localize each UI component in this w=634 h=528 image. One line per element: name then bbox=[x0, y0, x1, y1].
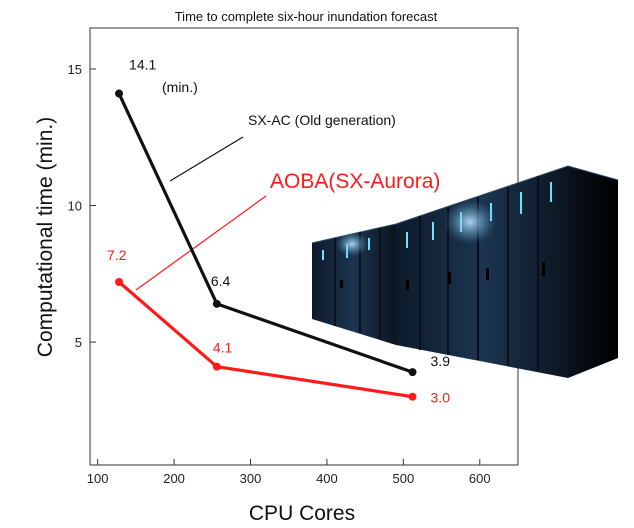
aoba-point bbox=[115, 278, 124, 287]
sx-ac-data-label: 14.1 bbox=[129, 57, 156, 73]
aoba-data-label: 3.0 bbox=[431, 390, 451, 406]
aoba-data-label: 7.2 bbox=[107, 247, 127, 263]
unit-annotation: (min.) bbox=[162, 79, 198, 95]
x-tick-label: 400 bbox=[316, 471, 338, 486]
sx-ac-pointer-line bbox=[169, 136, 244, 182]
series-label-sx-ac: SX-AC (Old generation) bbox=[248, 112, 396, 128]
sx-ac-data-label: 6.4 bbox=[211, 273, 231, 289]
aoba-pointer-line bbox=[135, 195, 267, 291]
x-tick-label: 300 bbox=[240, 471, 262, 486]
y-tick-label: 10 bbox=[68, 199, 82, 214]
supercomputer-racks-image bbox=[311, 165, 619, 378]
y-tick-label: 5 bbox=[75, 335, 82, 350]
sx-ac-point bbox=[408, 368, 417, 377]
series-label-aoba: AOBA(SX-Aurora) bbox=[270, 170, 440, 193]
y-tick-label: 15 bbox=[68, 62, 82, 77]
sx-ac-point bbox=[212, 299, 221, 308]
aoba-data-label: 4.1 bbox=[213, 340, 233, 356]
sx-ac-data-label: 3.9 bbox=[431, 353, 451, 369]
x-tick-label: 100 bbox=[87, 471, 109, 486]
x-tick-label: 500 bbox=[393, 471, 415, 486]
x-axis-title: CPU Cores bbox=[249, 502, 355, 525]
y-axis-title: Computational time (min.) bbox=[34, 117, 57, 357]
chart-title: Time to complete six-hour inundation for… bbox=[175, 9, 438, 24]
sx-ac-point bbox=[115, 89, 124, 98]
x-tick-label: 200 bbox=[163, 471, 185, 486]
x-tick-label: 600 bbox=[469, 471, 491, 486]
aoba-point bbox=[408, 392, 417, 401]
aoba-point bbox=[212, 362, 221, 371]
